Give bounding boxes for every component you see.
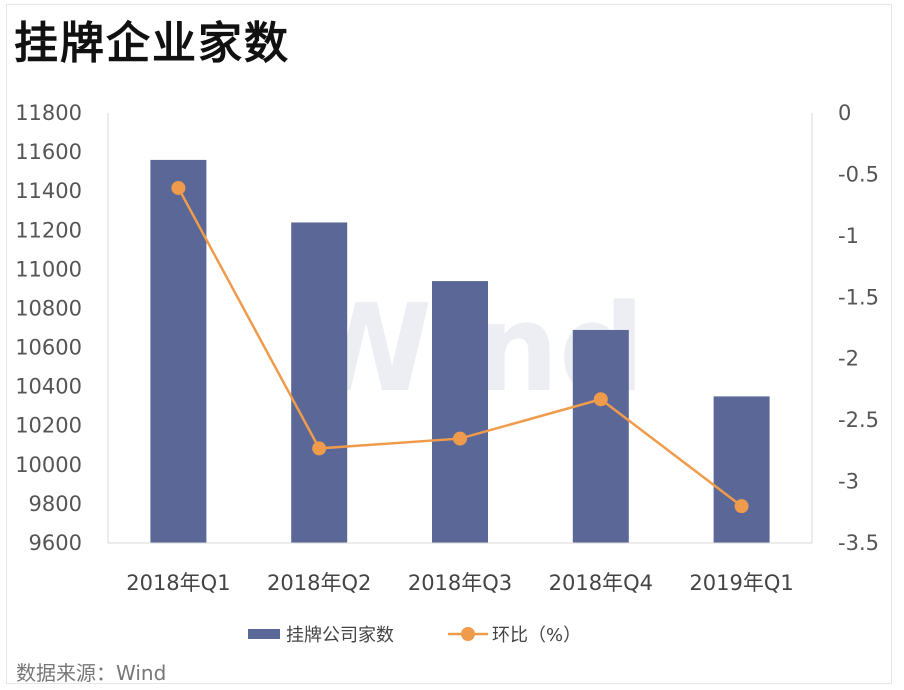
legend-line-label: 环比（%） [492,625,581,646]
line-point [171,180,186,195]
x-tick-label: 2018年Q4 [549,571,653,595]
x-tick-label: 2018年Q1 [126,571,230,595]
legend-bar-swatch [248,629,280,639]
legend: 挂牌公司家数 环比（%） [248,625,581,646]
y-right-tick-label: -1.5 [838,285,879,309]
y-right-tick-label: -3 [838,470,859,494]
x-tick-label: 2018年Q2 [267,571,371,595]
line-point [453,431,467,446]
bar [432,281,488,543]
bar [713,396,770,543]
y-left-tick-label: 10800 [15,296,82,320]
y-right-tick-label: 0 [838,101,851,125]
y-left-tick-label: 10200 [15,414,82,438]
bar [572,329,629,543]
line-point [734,499,749,514]
y-left-tick-label: 9800 [29,492,82,516]
legend-bar-label: 挂牌公司家数 [286,625,394,646]
line-group [171,180,749,514]
x-tick-label: 2018年Q3 [408,571,512,595]
chart-frame [6,4,892,684]
y-left-tick-label: 11200 [15,218,82,242]
y-right-tick-label: -0.5 [838,162,879,186]
y-left-tick-label: 11000 [15,257,82,281]
bar [291,222,348,544]
y-left-tick-label: 10400 [15,375,82,399]
axes-group: 9600 9800 10000 10200 10400 10600 10800 11000 11… [15,101,879,595]
y-right-tick-label: -2 [838,347,859,371]
chart-title: 挂牌企业家数 [14,18,290,69]
y-right-tick-label: -3.5 [838,531,879,555]
y-left-tick-label: 11600 [15,140,82,164]
y-left-tick-label: 10000 [15,453,82,477]
data-source: 数据来源：Wind [16,661,167,685]
line-point [312,441,327,456]
legend-line-marker [461,627,475,641]
y-left-tick-label: 11800 [15,101,82,125]
bar [150,159,207,543]
y-right-tick-label: -1 [838,224,859,248]
y-left-tick-label: 10600 [15,336,82,360]
y-left-tick-label: 11400 [15,179,82,203]
bars-group [150,159,770,544]
line-point [593,392,608,407]
x-tick-label: 2019年Q1 [689,571,793,595]
y-right-tick-label: -2.5 [838,408,879,432]
y-left-tick-label: 9600 [29,531,82,555]
